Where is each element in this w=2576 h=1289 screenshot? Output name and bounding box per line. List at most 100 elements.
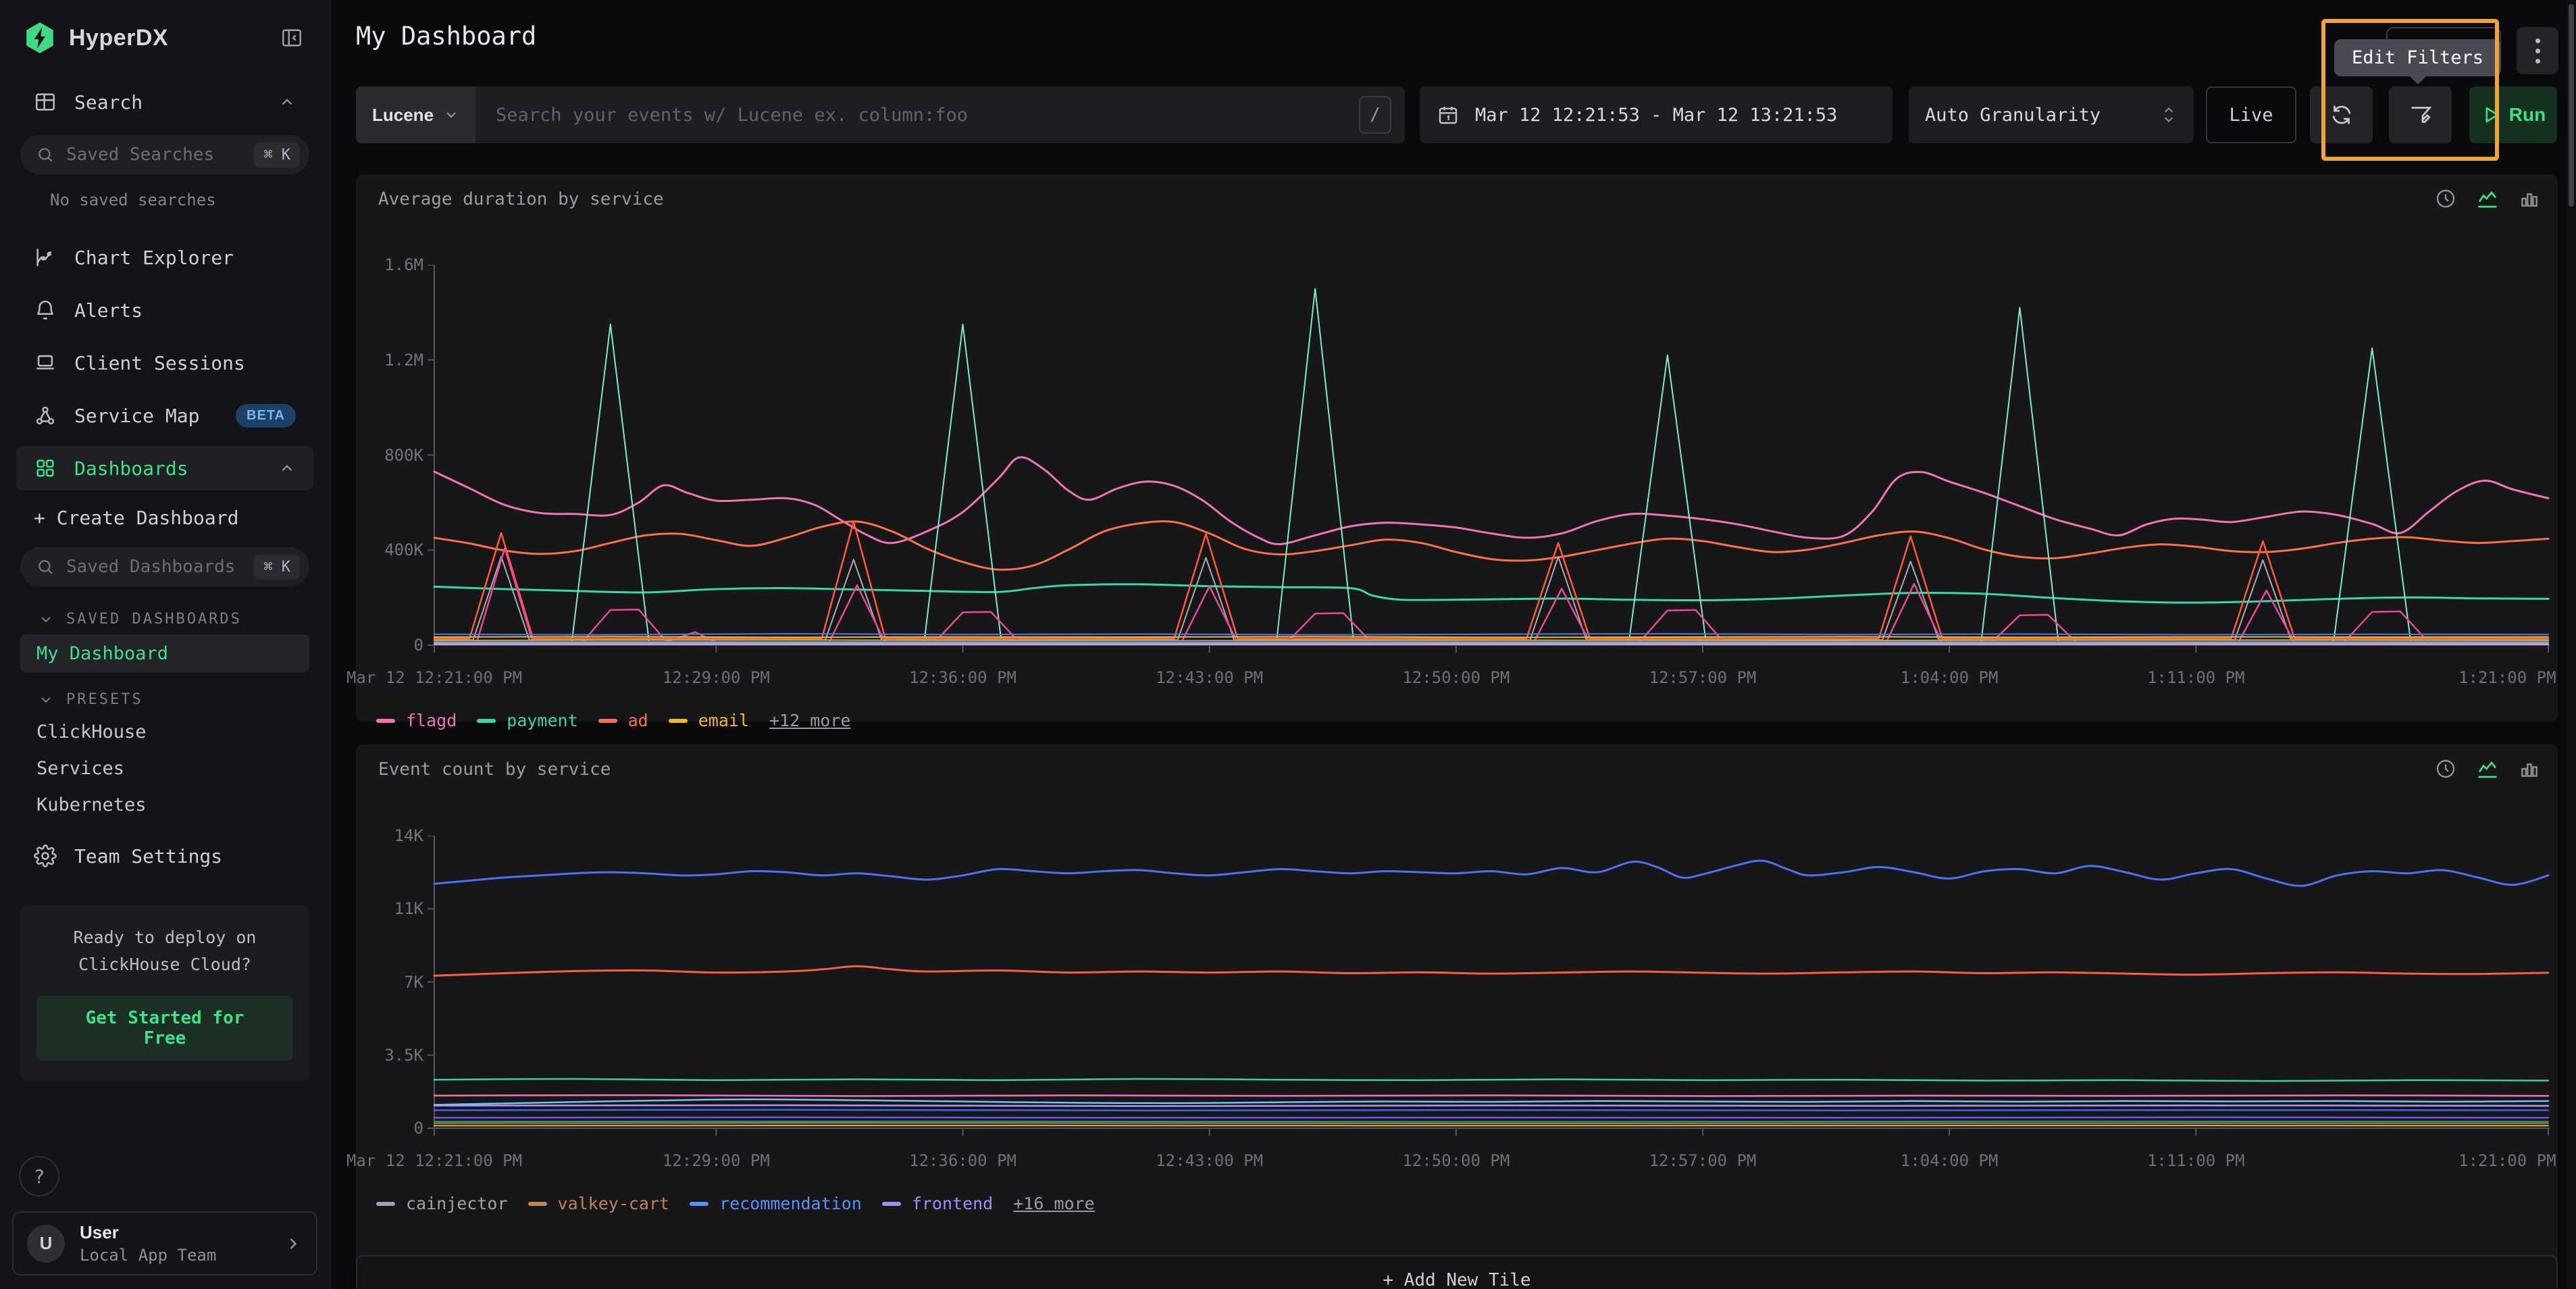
legend-item-recommendation[interactable]: recommendation xyxy=(690,1194,862,1213)
add-new-tile-button[interactable]: + Add New Tile xyxy=(356,1255,2558,1289)
time-range-icon[interactable] xyxy=(2435,758,2456,780)
y-tick-label: 7K xyxy=(404,972,423,992)
legend-more-link[interactable]: +16 more xyxy=(1013,1194,1095,1213)
date-range-picker[interactable]: Mar 12 12:21:53 - Mar 12 13:21:53 xyxy=(1420,86,1892,143)
granularity-select[interactable]: Auto Granularity xyxy=(1909,86,2194,143)
legend-label: ad xyxy=(627,711,648,730)
legend-dash xyxy=(376,718,395,723)
legend-item-cainjector[interactable]: cainjector xyxy=(376,1194,508,1213)
sidebar-item-label: Client Sessions xyxy=(74,351,245,374)
plot-area[interactable] xyxy=(425,265,2550,655)
page-scrollbar[interactable] xyxy=(2567,0,2576,1289)
chart-area: 0 400K 800K 1.2M 1.6M Mar 12 12:21:00 PM 12:2… xyxy=(346,255,2558,730)
sidebar-item-label: Alerts xyxy=(74,299,143,322)
sidebar-item-team-settings[interactable]: Team Settings xyxy=(16,834,313,878)
tooltip-caret xyxy=(2408,75,2427,84)
legend-item-valkey-cart[interactable]: valkey-cart xyxy=(527,1194,670,1213)
promo-text: Ready to deploy on ClickHouse Cloud? xyxy=(73,928,257,974)
sidebar-item-client-sessions[interactable]: Client Sessions xyxy=(16,340,313,385)
y-tick-label: 14K xyxy=(394,826,423,845)
line-chart-icon[interactable] xyxy=(2475,757,2500,781)
edit-filters-tooltip: Edit Filters xyxy=(2334,39,2502,84)
main-content: My Dashboard Lucene Search your events w… xyxy=(332,0,2567,1289)
chart-legend: cainjector valkey-cart recommendation front… xyxy=(376,1194,2544,1213)
run-label: Run xyxy=(2508,104,2546,125)
sidebar-dashboard-my-dashboard[interactable]: My Dashboard xyxy=(20,634,309,672)
no-saved-searches-note: No saved searches xyxy=(50,191,216,209)
section-presets[interactable]: PRESETS xyxy=(38,691,309,708)
dashboard-name: My Dashboard xyxy=(36,642,169,664)
time-range-icon[interactable] xyxy=(2435,188,2456,209)
sidebar-item-label: Team Settings xyxy=(74,844,223,867)
granularity-value: Auto Granularity xyxy=(1925,104,2101,126)
calendar-icon xyxy=(1439,107,1458,124)
app-title: HyperDX xyxy=(69,24,169,51)
legend-item-ad[interactable]: ad xyxy=(598,711,648,730)
sidebar-item-label: Service Map xyxy=(74,404,200,427)
chevron-up-icon xyxy=(282,99,292,105)
y-tick-label: 0 xyxy=(413,1119,423,1138)
tile-icons xyxy=(2435,757,2540,781)
sidebar-collapse-icon[interactable] xyxy=(277,23,307,53)
user-card[interactable]: U User Local App Team xyxy=(12,1211,317,1275)
section-saved-dashboards[interactable]: SAVED DASHBOARDS xyxy=(38,611,309,628)
sidebar-preset-services[interactable]: Services xyxy=(36,757,125,779)
create-dashboard-label: + Create Dashboard xyxy=(34,506,239,529)
query-language-select[interactable]: Lucene xyxy=(356,86,476,143)
legend-label: valkey-cart xyxy=(557,1194,670,1213)
legend-item-frontend[interactable]: frontend xyxy=(881,1194,993,1213)
sidebar-item-search[interactable]: Search xyxy=(16,80,313,124)
sidebar-item-label: Dashboards xyxy=(74,457,188,480)
search-nav-icon xyxy=(35,93,55,111)
chart-explorer-icon xyxy=(36,249,52,266)
saved-dashboards-input[interactable]: Saved Dashboards ⌘ K xyxy=(20,547,309,586)
sidebar-item-chart-explorer[interactable]: Chart Explorer xyxy=(16,235,313,280)
saved-dashboards-placeholder: Saved Dashboards xyxy=(66,557,236,577)
sidebar-preset-kubernetes[interactable]: Kubernetes xyxy=(36,794,147,815)
help-button[interactable]: ? xyxy=(19,1156,59,1196)
chart-tile-average-duration: Average duration by service 0 400K 800K 1.2… xyxy=(346,174,2558,730)
more-options-button[interactable] xyxy=(2517,27,2558,74)
legend-item-flagd[interactable]: flagd xyxy=(376,711,457,730)
bar-chart-icon[interactable] xyxy=(2519,758,2540,780)
section-label: SAVED DASHBOARDS xyxy=(66,611,242,628)
scrollbar-thumb[interactable] xyxy=(2569,4,2574,207)
sidebar-item-alerts[interactable]: Alerts xyxy=(16,288,313,332)
legend-more-link[interactable]: +12 more xyxy=(769,711,851,730)
sidebar-preset-clickhouse[interactable]: ClickHouse xyxy=(36,721,147,742)
chart-legend: flagd payment ad email +12 more xyxy=(376,711,2544,730)
line-chart-icon[interactable] xyxy=(2475,186,2500,211)
live-button[interactable]: Live xyxy=(2206,86,2296,143)
create-dashboard-button[interactable]: + Create Dashboard xyxy=(16,499,313,536)
chevron-right-icon xyxy=(290,1238,297,1249)
x-tick-label: 1:21:00 PM xyxy=(2458,1151,2556,1170)
sidebar-item-dashboards[interactable]: Dashboards xyxy=(16,446,313,490)
user-meta: User Local App Team xyxy=(80,1222,284,1265)
edit-filters-button[interactable] xyxy=(2389,86,2452,143)
legend-item-payment[interactable]: payment xyxy=(477,711,578,730)
x-tick-label: 12:29:00 PM xyxy=(662,1151,770,1170)
x-tick-label: 12:57:00 PM xyxy=(1649,668,1757,687)
play-icon xyxy=(2485,107,2499,123)
saved-searches-input[interactable]: Saved Searches ⌘ K xyxy=(20,135,309,174)
saved-searches-placeholder: Saved Searches xyxy=(66,145,215,165)
y-tick-label: 400K xyxy=(384,540,423,560)
legend-dash xyxy=(376,1201,395,1206)
shortcut-badge: ⌘ K xyxy=(254,554,300,580)
event-search-bar[interactable]: Lucene Search your events w/ Lucene ex. … xyxy=(356,86,1405,143)
bar-chart-icon[interactable] xyxy=(2519,188,2540,209)
legend-dash xyxy=(527,1201,547,1206)
get-started-button[interactable]: Get Started for Free xyxy=(36,996,293,1061)
plot-area[interactable] xyxy=(425,836,2550,1138)
chart-svg xyxy=(428,265,2550,653)
y-tick-label: 1.2M xyxy=(384,350,423,370)
shortcut-badge: ⌘ K xyxy=(254,142,300,168)
sidebar-item-service-map[interactable]: Service Map BETA xyxy=(16,393,313,438)
bell-icon xyxy=(36,301,54,320)
x-tick-label: Mar 12 12:21:00 PM xyxy=(346,1151,523,1170)
gear-icon xyxy=(34,844,57,867)
chart-svg xyxy=(428,836,2550,1136)
run-button[interactable]: Run xyxy=(2469,86,2557,143)
legend-item-email[interactable]: email xyxy=(668,711,749,730)
refresh-button[interactable] xyxy=(2310,86,2373,143)
